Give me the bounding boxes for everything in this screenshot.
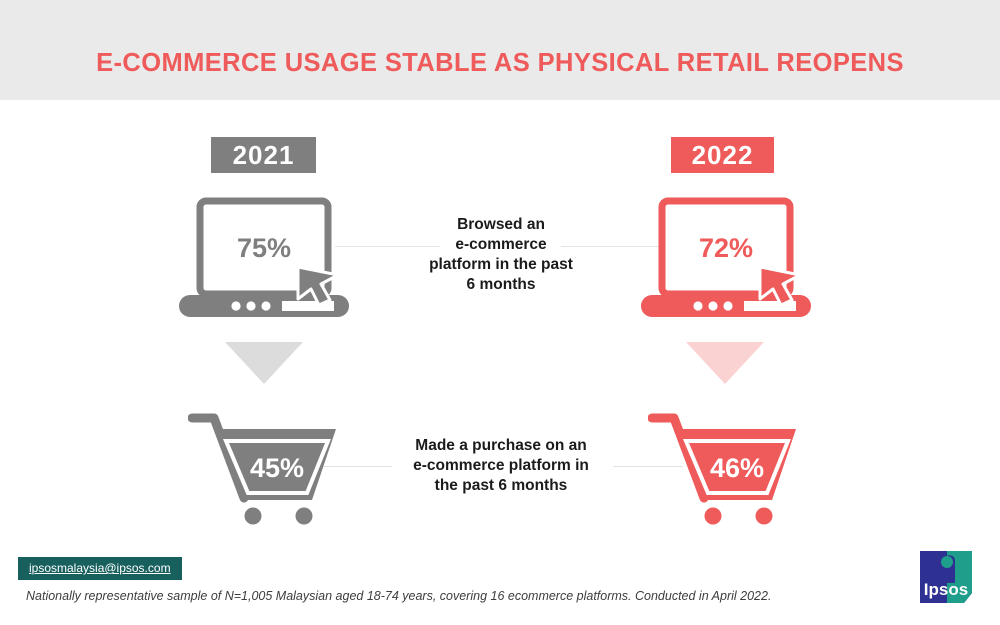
metric-label-purchased: Made a purchase on an e-commerce platfor…: [375, 436, 627, 496]
value-2022-browsed: 72%: [698, 233, 754, 263]
metric-label-purchased-line-2: e-commerce platform in: [413, 457, 589, 475]
shopping-cart-icon-2022: 46%: [648, 412, 808, 527]
down-arrow-2022: [686, 342, 764, 384]
year-badge-2022: 2022: [671, 137, 774, 173]
email-link[interactable]: ipsosmalaysia@ipsos.com: [18, 557, 182, 580]
laptop-icon-2022: 72%: [640, 195, 812, 320]
year-badge-2021: 2021: [211, 137, 316, 173]
footnote-text: Nationally representative sample of N=1,…: [26, 589, 772, 603]
header-band: [0, 0, 1000, 100]
ipsos-logo-text: Ipsos: [924, 580, 968, 599]
connector-line-row1-left: [335, 246, 440, 247]
connector-line-row2-left: [322, 466, 392, 467]
year-badge-2022-label: 2022: [691, 139, 754, 170]
metric-label-browsed-line-1: Browsed an: [457, 216, 545, 233]
metric-label-purchased-line-1: Made a purchase on an: [415, 437, 587, 454]
year-badge-2021-label: 2021: [232, 139, 295, 170]
down-arrow-2021: [225, 342, 303, 384]
metric-label-browsed: Browsed an e-commerce platform in the pa…: [390, 215, 612, 296]
page-title: E-COMMERCE USAGE STABLE AS PHYSICAL RETA…: [96, 49, 904, 77]
metric-label-browsed-line-3: platform in the past: [429, 256, 573, 274]
laptop-icon-2021: 75%: [178, 195, 350, 320]
metric-label-browsed-line-2: e-commerce: [455, 236, 547, 254]
value-2021-browsed: 75%: [236, 233, 292, 263]
connector-line-row1-right: [561, 246, 666, 247]
metric-label-purchased-line-3: the past 6 months: [434, 477, 568, 495]
shopping-cart-icon-2021: 45%: [188, 412, 348, 527]
value-2022-purchased: 46%: [709, 453, 765, 483]
value-2021-purchased: 45%: [249, 453, 305, 483]
connector-line-row2-right: [613, 466, 683, 467]
ipsos-logo: Ipsos: [917, 549, 975, 605]
metric-label-browsed-line-4: 6 months: [466, 276, 536, 294]
